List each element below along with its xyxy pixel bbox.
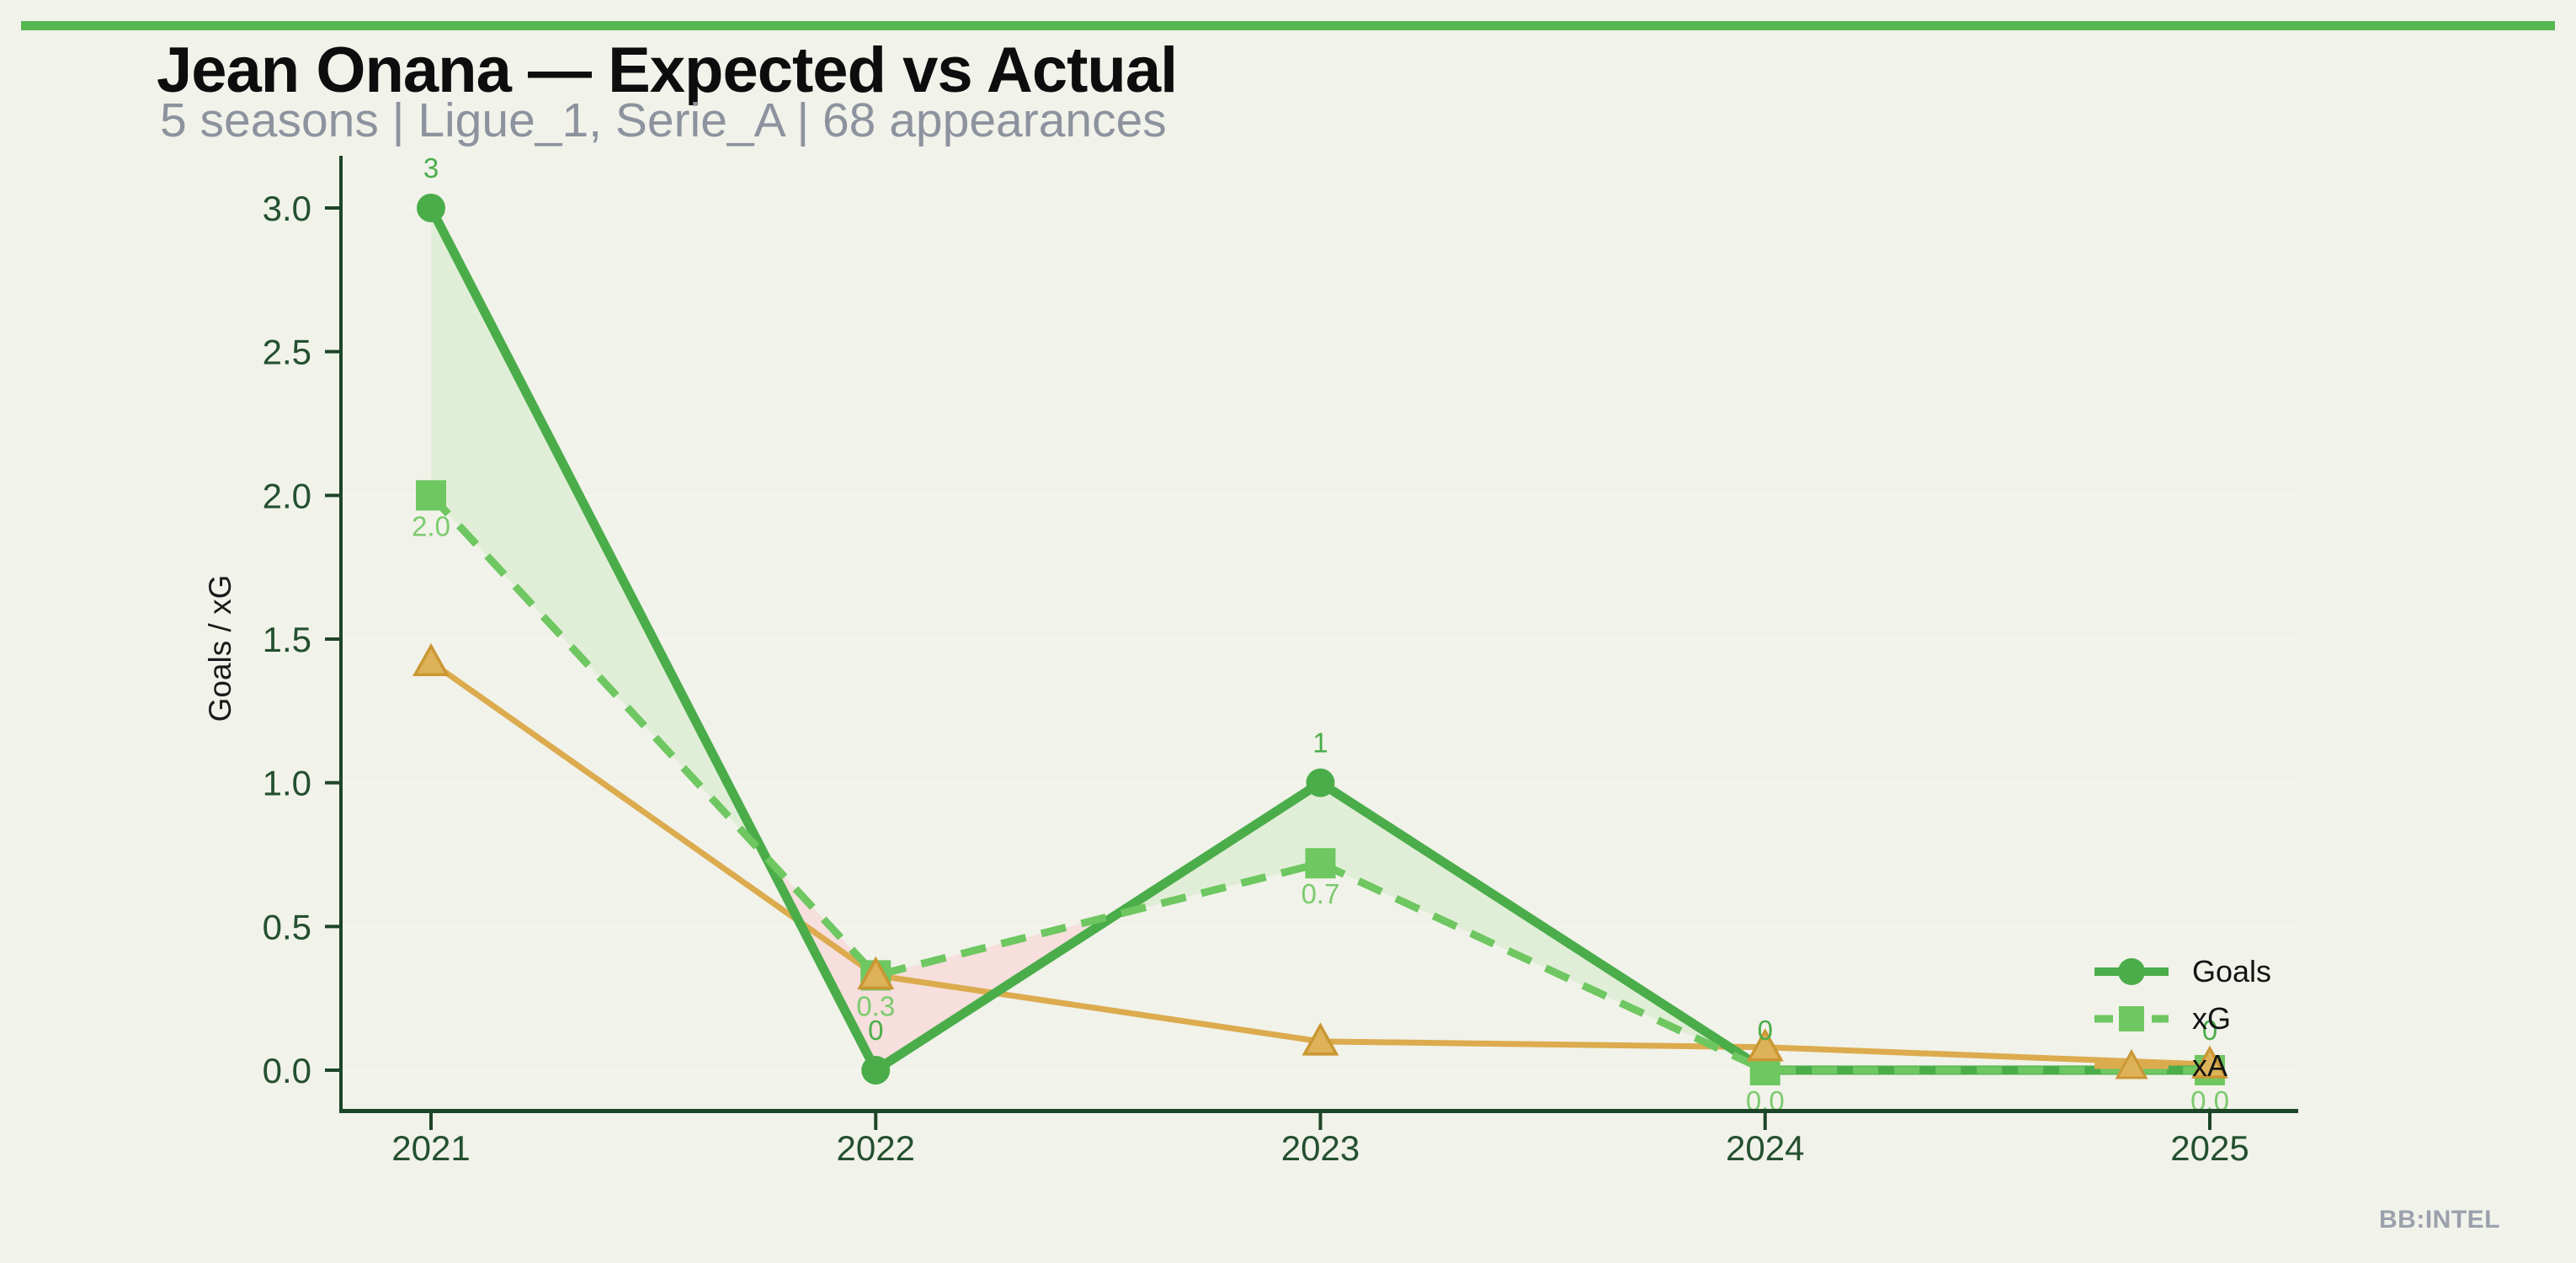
y-tick-label: 1.5 [263,620,311,659]
goals-point-2021 [417,194,445,223]
y-tick-label: 3.0 [263,189,311,228]
legend-item-goals: Goals [2091,948,2271,995]
y-tick-label: 1.0 [263,764,311,803]
x-tick-label: 2024 [1726,1128,1804,1168]
x-tick-label: 2022 [837,1128,915,1168]
chart-subtitle: 5 seasons | Ligue_1, Serie_A | 68 appear… [160,93,1167,147]
y-tick-label: 0.5 [263,907,311,946]
point-label-xg-2023: 0.7 [1301,878,1340,909]
accent-bar [21,21,2555,30]
point-label-goals-2022: 0 [868,1015,883,1046]
series-line-xg [428,493,2210,1074]
xa-point-2025 [2191,1045,2228,1079]
legend-label-goals: Goals [2192,954,2272,989]
xa-point-2021 [412,642,450,677]
goals-line-marker-icon [2094,958,2169,985]
y-tick-label: 2.5 [263,333,311,372]
xa-line-marker-icon [2094,1048,2169,1079]
x-tick-label: 2023 [1281,1128,1360,1168]
legend-item-xg: xG [2091,995,2271,1042]
x-tick-label: 2021 [391,1128,470,1168]
point-label-goals-2021: 3 [423,152,439,184]
goals-point-2022 [861,1056,891,1084]
point-label-xg-2022: 0.3 [856,990,895,1021]
legend-label-xg: xG [2192,1001,2232,1036]
legend-item-xa: xA [2091,1042,2271,1090]
xg-line-marker-icon [2094,1006,2169,1031]
y-tick-label: 0.0 [263,1051,311,1090]
watermark: BB:INTEL [2379,1206,2500,1234]
x-tick-label: 2025 [2170,1128,2249,1168]
legend: Goals xG xA [2091,948,2271,1090]
legend-label-xa: xA [2192,1048,2228,1083]
xg-point-2021 [416,480,446,511]
xg-point-2023 [1305,848,1336,879]
y-tick-label: 2.0 [263,476,311,515]
xa-point-2024 [1746,1028,1784,1062]
goals-point-2023 [1306,768,1335,797]
point-label-xg-2021: 2.0 [412,510,450,541]
xa-point-2023 [1301,1022,1339,1056]
chart-title: Jean Onana — Expected vs Actual [157,35,1178,106]
xa-point-2022 [857,956,895,990]
point-label-goals-2023: 1 [1312,727,1328,759]
point-label-goals-2024: 0 [1758,1015,1773,1046]
point-label-goals-2025: 0 [2202,1015,2217,1046]
